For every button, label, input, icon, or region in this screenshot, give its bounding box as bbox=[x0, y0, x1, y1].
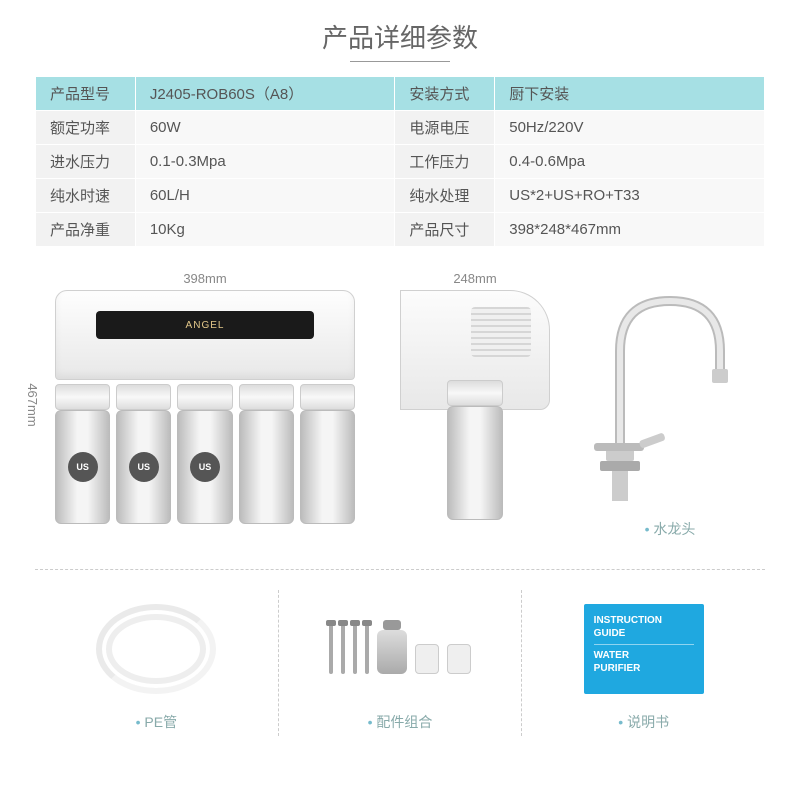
product-views: 398mm 467mm ANGEL US US US 248mm bbox=[35, 271, 765, 539]
table-row: 进水压力 0.1-0.3Mpa 工作压力 0.4-0.6Mpa bbox=[36, 145, 765, 179]
table-row: 额定功率 60W 电源电压 50Hz/220V bbox=[36, 111, 765, 145]
spec-label: 产品净重 bbox=[36, 213, 136, 247]
spec-value: 0.1-0.3Mpa bbox=[135, 145, 395, 179]
faucet-view: 水龙头 bbox=[575, 271, 765, 539]
accessory-kit: 配件组合 bbox=[279, 590, 523, 736]
spec-label: 工作压力 bbox=[395, 145, 495, 179]
dimension-width: 398mm bbox=[35, 271, 375, 290]
spec-label: 纯水处理 bbox=[395, 179, 495, 213]
spec-value: 0.4-0.6Mpa bbox=[495, 145, 765, 179]
spec-table: 产品型号 J2405-ROB60S（A8） 安装方式 厨下安装 额定功率 60W… bbox=[35, 76, 765, 247]
spec-label: 安装方式 bbox=[395, 77, 495, 111]
accessory-manual: INSTRUCTION GUIDE WATER PURIFIER 说明书 bbox=[522, 590, 765, 736]
table-row: 产品型号 J2405-ROB60S（A8） 安装方式 厨下安装 bbox=[36, 77, 765, 111]
kit-label: 配件组合 bbox=[368, 712, 433, 732]
pe-tube-label: PE管 bbox=[136, 712, 177, 732]
page-title: 产品详细参数 bbox=[0, 0, 800, 61]
filter-icon bbox=[300, 384, 355, 524]
filter-icon: US bbox=[116, 384, 171, 524]
accessory-pe-tube: PE管 bbox=[35, 590, 279, 736]
spec-label: 额定功率 bbox=[36, 111, 136, 145]
spec-value: 50Hz/220V bbox=[495, 111, 765, 145]
spec-label: 产品尺寸 bbox=[395, 213, 495, 247]
product-front-view: 398mm 467mm ANGEL US US US bbox=[35, 271, 375, 539]
spec-value: 10Kg bbox=[135, 213, 395, 247]
manual-label: 说明书 bbox=[618, 712, 669, 732]
table-row: 产品净重 10Kg 产品尺寸 398*248*467mm bbox=[36, 213, 765, 247]
brand-panel: ANGEL bbox=[96, 311, 314, 339]
filter-icon bbox=[239, 384, 294, 524]
spec-value: 398*248*467mm bbox=[495, 213, 765, 247]
dimension-height: 467mm bbox=[25, 383, 40, 426]
spec-value: 厨下安装 bbox=[495, 77, 765, 111]
spec-label: 纯水时速 bbox=[36, 179, 136, 213]
faucet-icon bbox=[590, 271, 750, 511]
spec-label: 电源电压 bbox=[395, 111, 495, 145]
table-row: 纯水时速 60L/H 纯水处理 US*2+US+RO+T33 bbox=[36, 179, 765, 213]
product-side-view: 248mm bbox=[385, 271, 565, 539]
spec-value: 60L/H bbox=[135, 179, 395, 213]
manual-icon: INSTRUCTION GUIDE WATER PURIFIER bbox=[584, 604, 704, 694]
pe-tube-icon bbox=[96, 604, 216, 694]
spec-value: US*2+US+RO+T33 bbox=[495, 179, 765, 213]
spec-value: J2405-ROB60S（A8） bbox=[135, 77, 395, 111]
faucet-label: 水龙头 bbox=[645, 519, 696, 539]
kit-icon bbox=[329, 624, 471, 674]
filter-icon: US bbox=[55, 384, 110, 524]
title-underline bbox=[350, 61, 450, 62]
spec-label: 进水压力 bbox=[36, 145, 136, 179]
spec-label: 产品型号 bbox=[36, 77, 136, 111]
filter-icon bbox=[447, 380, 503, 520]
filter-icon: US bbox=[177, 384, 232, 524]
vent-icon bbox=[471, 307, 531, 357]
spec-value: 60W bbox=[135, 111, 395, 145]
accessories-row: PE管 配件组合 INSTRUCTION GUIDE WATER PURIFIE… bbox=[35, 569, 765, 736]
dimension-depth: 248mm bbox=[385, 271, 565, 290]
